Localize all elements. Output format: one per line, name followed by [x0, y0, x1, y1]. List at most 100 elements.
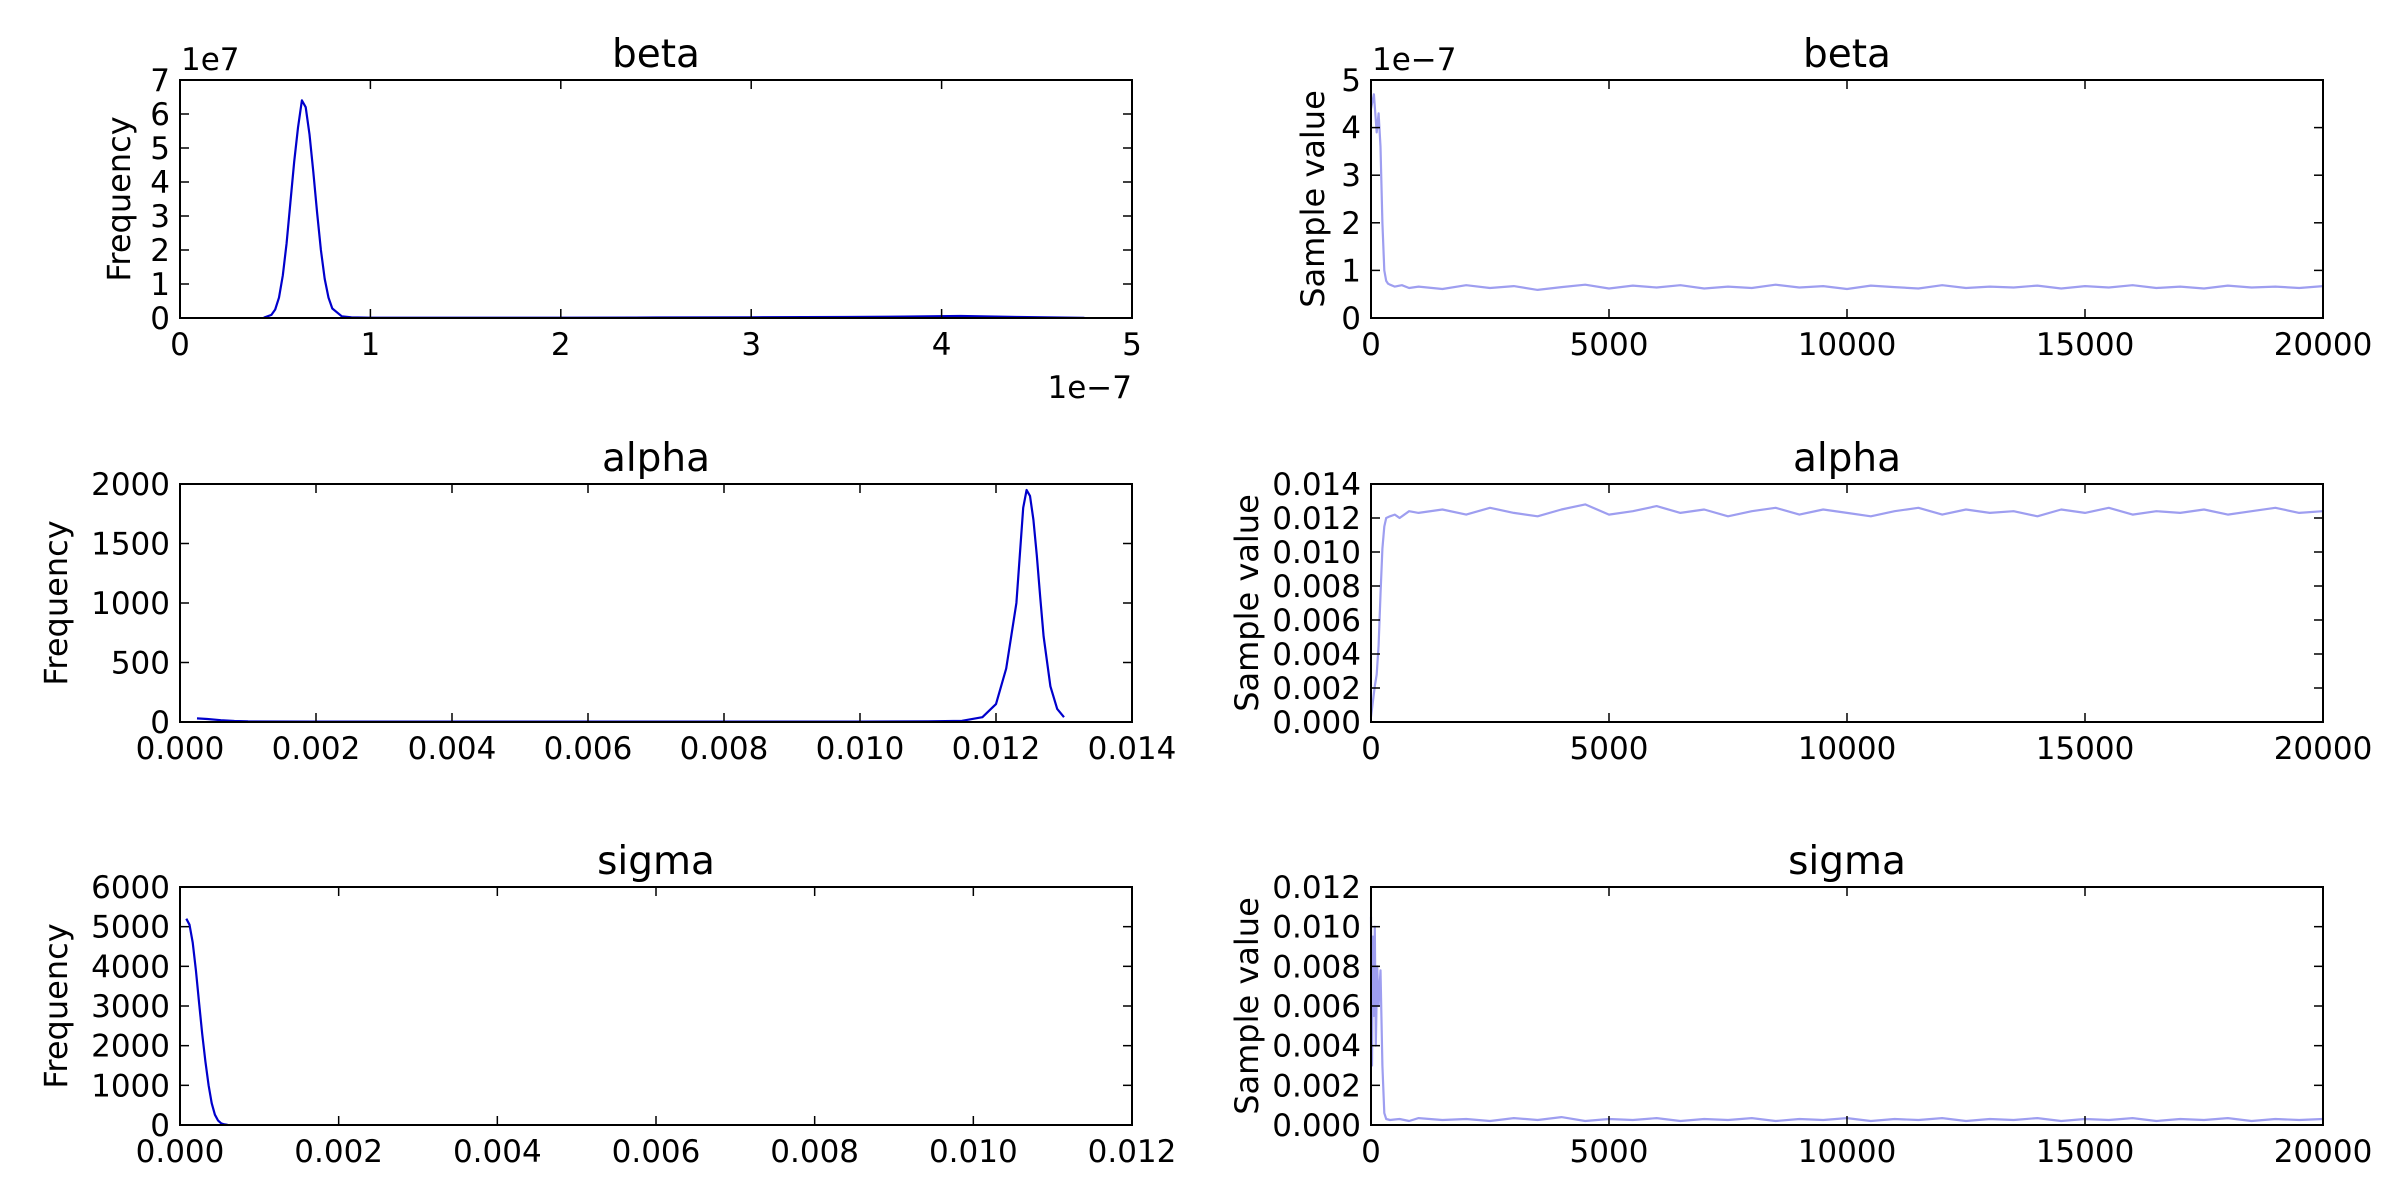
beta-hist-x-tick-label: 1 [361, 327, 381, 363]
alpha-trace-x-tick-label: 15000 [2036, 731, 2135, 767]
alpha-hist-x-tick-label: 0.004 [408, 731, 497, 767]
alpha-trace-x-tick-label: 20000 [2274, 731, 2373, 767]
alpha-hist-x-tick-label: 0.006 [544, 731, 633, 767]
beta-trace-y-tick-label: 1 [1341, 253, 1361, 289]
beta-hist-y-axis-label: Frequency [100, 116, 138, 281]
sigma-trace-x-tick-label: 15000 [2036, 1134, 2135, 1170]
sigma-hist-y-tick-label: 4000 [91, 949, 170, 985]
sigma-hist-series-line [185, 918, 228, 1126]
beta-trace-x-tick-label: 0 [1361, 327, 1381, 363]
sigma-hist-y-tick-label: 6000 [91, 870, 170, 906]
beta-hist-x-tick-label: 4 [932, 327, 952, 363]
sigma-trace-y-axis-label: Sample value [1228, 897, 1266, 1115]
beta-hist-x-tick-label: 2 [551, 327, 571, 363]
alpha-trace-series-line [1369, 503, 2324, 718]
sigma-trace-series-line [1369, 916, 2324, 1123]
alpha-trace-y-tick-label: 0.004 [1272, 637, 1361, 673]
sigma-hist-axes-frame [179, 886, 1133, 1126]
sigma-hist-x-tick-label: 0.004 [453, 1134, 542, 1170]
alpha-hist-axes-frame [179, 483, 1133, 723]
beta-trace-panel: 0 5000 10000 15000 20000 0 1 2 3 4 5 beta Sample val… [1294, 32, 2372, 363]
sigma-hist-y-tick-label: 2000 [91, 1029, 170, 1065]
alpha-trace-y-tick-label: 0.008 [1272, 569, 1361, 605]
sigma-trace-title: sigma [1788, 839, 1906, 884]
alpha-hist-x-tick-label: 0.008 [680, 731, 769, 767]
alpha-hist-x-tick-label: 0.014 [1088, 731, 1177, 767]
alpha-trace-x-tick-label: 10000 [1798, 731, 1897, 767]
beta-trace-y-tick-label: 2 [1341, 206, 1361, 242]
beta-hist-x-tick-label: 0 [170, 327, 190, 363]
sigma-hist-y-tick-label: 0 [150, 1108, 170, 1144]
sigma-trace-y-tick-label: 0.002 [1272, 1068, 1361, 1104]
sigma-trace-axes-frame [1370, 886, 2324, 1126]
beta-hist-axes-frame [179, 79, 1133, 319]
sigma-hist-panel: 0.000 0.002 0.004 0.006 0.008 0.010 0.012 0 1000… [37, 839, 1176, 1170]
sigma-trace-x-tick-label: 0 [1361, 1134, 1381, 1170]
beta-trace-series-line [1369, 93, 2324, 291]
beta-trace-x-tick-label: 20000 [2274, 327, 2373, 363]
alpha-trace-y-tick-label: 0.006 [1272, 603, 1361, 639]
beta-trace-axes-frame [1370, 79, 2324, 319]
beta-hist-y-tick-label: 0 [150, 301, 170, 337]
beta-trace-x-tick-label: 5000 [1570, 327, 1649, 363]
beta-trace-x-tick-label: 10000 [1798, 327, 1897, 363]
sigma-hist-y-tick-label: 5000 [91, 910, 170, 946]
beta-hist-x-offset-label: 1e−7 [1048, 370, 1133, 406]
alpha-trace-y-tick-label: 0.002 [1272, 671, 1361, 707]
sigma-trace-y-tick-label: 0.006 [1272, 989, 1361, 1025]
beta-hist-y-tick-label: 1 [150, 267, 170, 303]
beta-hist-y-tick-label: 7 [150, 63, 170, 99]
sigma-hist-x-tick-label: 0.006 [612, 1134, 701, 1170]
alpha-hist-y-axis-label: Frequency [37, 520, 75, 685]
alpha-hist-y-tick-label: 1500 [91, 527, 170, 563]
alpha-trace-title: alpha [1793, 436, 1901, 481]
sigma-hist-y-axis-label: Frequency [37, 923, 75, 1088]
alpha-hist-x-tick-label: 0.010 [816, 731, 905, 767]
beta-trace-title: beta [1803, 32, 1891, 77]
sigma-hist-x-tick-label: 0.010 [929, 1134, 1018, 1170]
alpha-hist-x-tick-label: 0.000 [136, 731, 225, 767]
sigma-hist-x-tick-label: 0.000 [136, 1134, 225, 1170]
beta-trace-y-tick-label: 3 [1341, 158, 1361, 194]
beta-hist-y-tick-label: 4 [150, 165, 170, 201]
alpha-hist-y-tick-label: 2000 [91, 467, 170, 503]
sigma-hist-title: sigma [597, 839, 715, 884]
beta-trace-y-tick-label: 4 [1341, 111, 1361, 147]
beta-hist-x-tick-label: 5 [1122, 327, 1142, 363]
beta-hist-y-tick-label: 3 [150, 199, 170, 235]
beta-trace-y-offset-label: 1e−7 [1372, 42, 1457, 78]
beta-hist-x-tick-label: 3 [741, 327, 761, 363]
alpha-trace-x-tick-label: 0 [1361, 731, 1381, 767]
alpha-trace-y-tick-label: 0.014 [1272, 467, 1361, 503]
beta-trace-y-axis-label: Sample value [1294, 90, 1332, 308]
alpha-trace-y-tick-label: 0.000 [1272, 705, 1361, 741]
alpha-trace-x-tick-label: 5000 [1570, 731, 1649, 767]
sigma-trace-x-tick-label: 10000 [1798, 1134, 1897, 1170]
sigma-hist-y-tick-label: 1000 [91, 1068, 170, 1104]
sigma-trace-y-tick-label: 0.010 [1272, 910, 1361, 946]
alpha-hist-y-tick-label: 0 [150, 705, 170, 741]
sigma-trace-x-tick-label: 20000 [2274, 1134, 2373, 1170]
beta-hist-title: beta [612, 32, 700, 77]
beta-trace-x-tick-label: 15000 [2036, 327, 2135, 363]
alpha-hist-x-tick-label: 0.002 [272, 731, 361, 767]
sigma-trace-y-tick-label: 0.008 [1272, 949, 1361, 985]
alpha-hist-title: alpha [602, 436, 710, 481]
alpha-trace-y-axis-label: Sample value [1228, 494, 1266, 712]
alpha-hist-y-tick-label: 1000 [91, 586, 170, 622]
beta-trace-y-tick-label: 0 [1341, 301, 1361, 337]
alpha-trace-y-tick-label: 0.010 [1272, 535, 1361, 571]
alpha-trace-y-tick-label: 0.012 [1272, 501, 1361, 537]
alpha-trace-axes-frame [1370, 483, 2324, 723]
beta-hist-y-offset-label: 1e7 [181, 42, 240, 78]
alpha-trace-panel: 0 5000 10000 15000 20000 0.0000.0020.0040.006… [1228, 436, 2372, 767]
sigma-trace-y-tick-label: 0.000 [1272, 1108, 1361, 1144]
beta-hist-y-tick-label: 5 [150, 131, 170, 167]
alpha-hist-panel: 0.000 0.002 0.004 0.006 0.008 0.010 0.012 0.014… [37, 436, 1176, 767]
sigma-hist-x-tick-label: 0.008 [770, 1134, 859, 1170]
sigma-hist-y-tick-label: 3000 [91, 989, 170, 1025]
beta-hist-series-line [263, 99, 1085, 319]
beta-hist-y-tick-label: 2 [150, 233, 170, 269]
sigma-trace-y-tick-label: 0.004 [1272, 1029, 1361, 1065]
